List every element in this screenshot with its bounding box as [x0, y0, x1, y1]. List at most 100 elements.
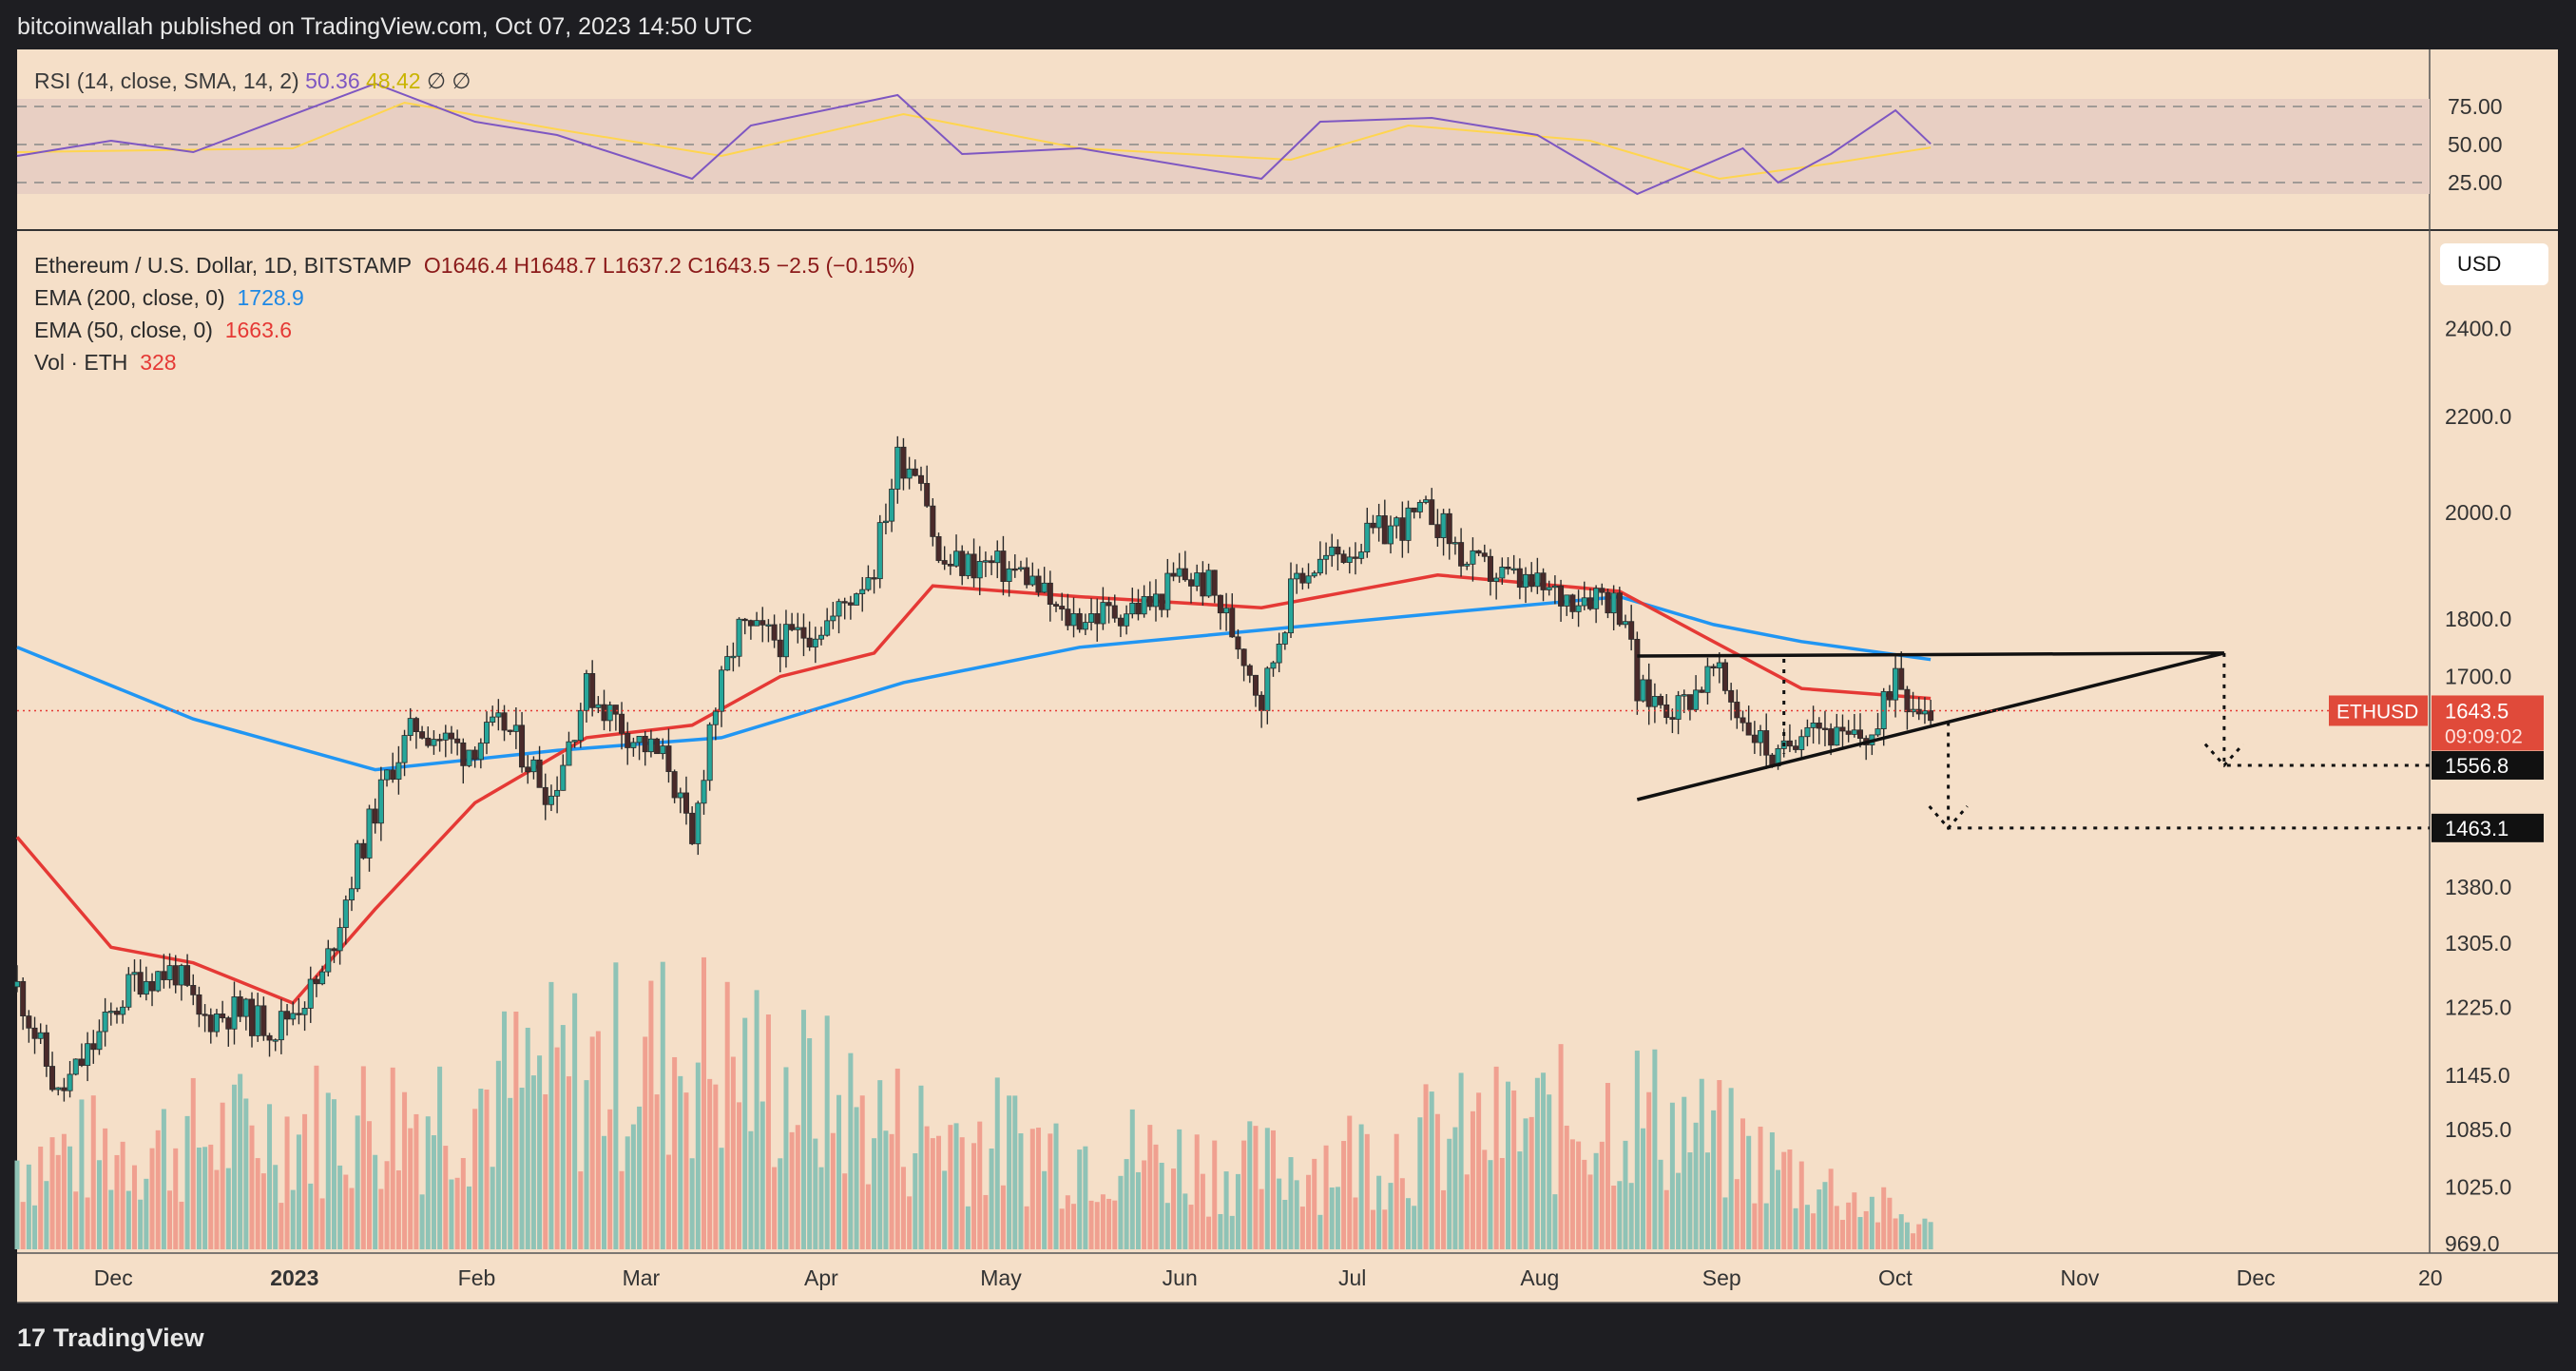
volume-bar [1881, 1187, 1887, 1249]
candle-body [771, 624, 778, 641]
volume-bar [255, 1158, 260, 1249]
candle-body [1834, 726, 1840, 746]
volume-bar [425, 1116, 431, 1249]
candle-body [882, 520, 889, 524]
candle-body [1793, 745, 1799, 750]
time-label: Sep [1702, 1265, 1741, 1290]
volume-bar [1846, 1202, 1852, 1249]
time-label: Jul [1338, 1265, 1366, 1290]
volume-bar [1746, 1135, 1752, 1249]
candle-body [1857, 729, 1864, 739]
candle-body [1616, 592, 1623, 626]
candle-body [1786, 740, 1793, 747]
volume-bar [1599, 1141, 1605, 1249]
volume-bar [1171, 1168, 1177, 1249]
volume-bar [813, 1138, 818, 1249]
candle-body [231, 996, 238, 1030]
volume-bar [953, 1123, 959, 1249]
volume-bar [1564, 1125, 1569, 1249]
time-label: Jun [1163, 1265, 1198, 1290]
volume-bar [120, 1141, 125, 1249]
ema50-value: 1663.6 [224, 318, 293, 342]
volume-bar [1628, 1183, 1634, 1249]
volume-bar [502, 1011, 508, 1249]
candle-body [348, 888, 355, 901]
candle-body [1893, 667, 1899, 701]
volume-bar [977, 1121, 983, 1249]
volume-bar [472, 1109, 478, 1249]
candle-body [1370, 522, 1376, 529]
volume-bar [196, 1148, 202, 1249]
candle-body [1675, 695, 1682, 720]
volume-bar [144, 1178, 149, 1249]
candle-body [184, 965, 191, 986]
candle-body [1311, 572, 1317, 577]
price-tick-label: 1085.0 [2445, 1117, 2511, 1142]
volume-bar [1200, 1173, 1205, 1249]
candle-body [1170, 572, 1177, 577]
volume-bar [220, 1102, 225, 1249]
candle-body [1569, 594, 1576, 612]
currency-button[interactable]: USD [2440, 243, 2548, 285]
candle-body [377, 779, 384, 824]
volume-bar [508, 1097, 513, 1249]
candle-body [1270, 662, 1277, 669]
candle-body [865, 577, 872, 590]
volume-bar [1018, 1133, 1024, 1249]
target2-dotted-line [1947, 722, 2430, 830]
volume-bar [1646, 1091, 1652, 1249]
volume-bar [1094, 1202, 1100, 1249]
candle-body [577, 709, 584, 742]
candle-body [1564, 594, 1570, 607]
candle-body [536, 759, 543, 788]
candle-body [1523, 573, 1529, 589]
candle-body [1205, 570, 1212, 597]
last-price-value: 1643.5 [2445, 699, 2509, 723]
rsi-band [17, 99, 2430, 194]
volume-bar [683, 1092, 689, 1249]
volume-bar [883, 1130, 889, 1249]
volume-bar [184, 1115, 190, 1249]
candle-body [336, 927, 343, 952]
volume-bar [454, 1177, 460, 1249]
candle-body [1394, 517, 1400, 527]
candle-body [795, 627, 801, 630]
candle-body [1305, 575, 1312, 584]
volume-bar [1652, 1049, 1658, 1249]
volume-bar [360, 1066, 366, 1249]
candle-body [1481, 552, 1488, 557]
candle-body [1915, 708, 1922, 715]
candle-body [401, 735, 408, 763]
volume-bar [1277, 1178, 1282, 1249]
candle-body [812, 638, 818, 647]
candle-body [554, 789, 561, 797]
volume-bar [355, 1115, 360, 1249]
volume-bar [737, 1102, 742, 1249]
candle-body [1475, 550, 1482, 554]
price-tick-label: 1145.0 [2445, 1063, 2510, 1088]
candle-body [125, 974, 132, 1008]
candle-body [1082, 622, 1088, 630]
candle-body [1387, 525, 1394, 545]
candle-body [213, 1014, 220, 1033]
candle-body [906, 468, 913, 479]
volume-bar [1347, 1115, 1353, 1249]
candle-body [512, 724, 519, 732]
candle-body [519, 724, 526, 768]
price-tick-label: 1800.0 [2445, 607, 2511, 631]
volume-bar [859, 1095, 865, 1249]
volume-bar [337, 1165, 343, 1249]
candle-body [1194, 572, 1201, 587]
candle-body [917, 474, 924, 484]
candle-body [1534, 572, 1541, 588]
volume-value: 328 [140, 350, 177, 375]
volume-bar [530, 1075, 536, 1249]
volume-bar [1329, 1187, 1335, 1249]
countdown-value: 09:09:02 [2445, 725, 2523, 747]
candle-body [719, 669, 725, 712]
volume-bar [630, 1124, 636, 1249]
volume-bar [854, 1107, 859, 1249]
price-tick-label: 2000.0 [2445, 500, 2511, 525]
volume-bar [1212, 1140, 1218, 1249]
